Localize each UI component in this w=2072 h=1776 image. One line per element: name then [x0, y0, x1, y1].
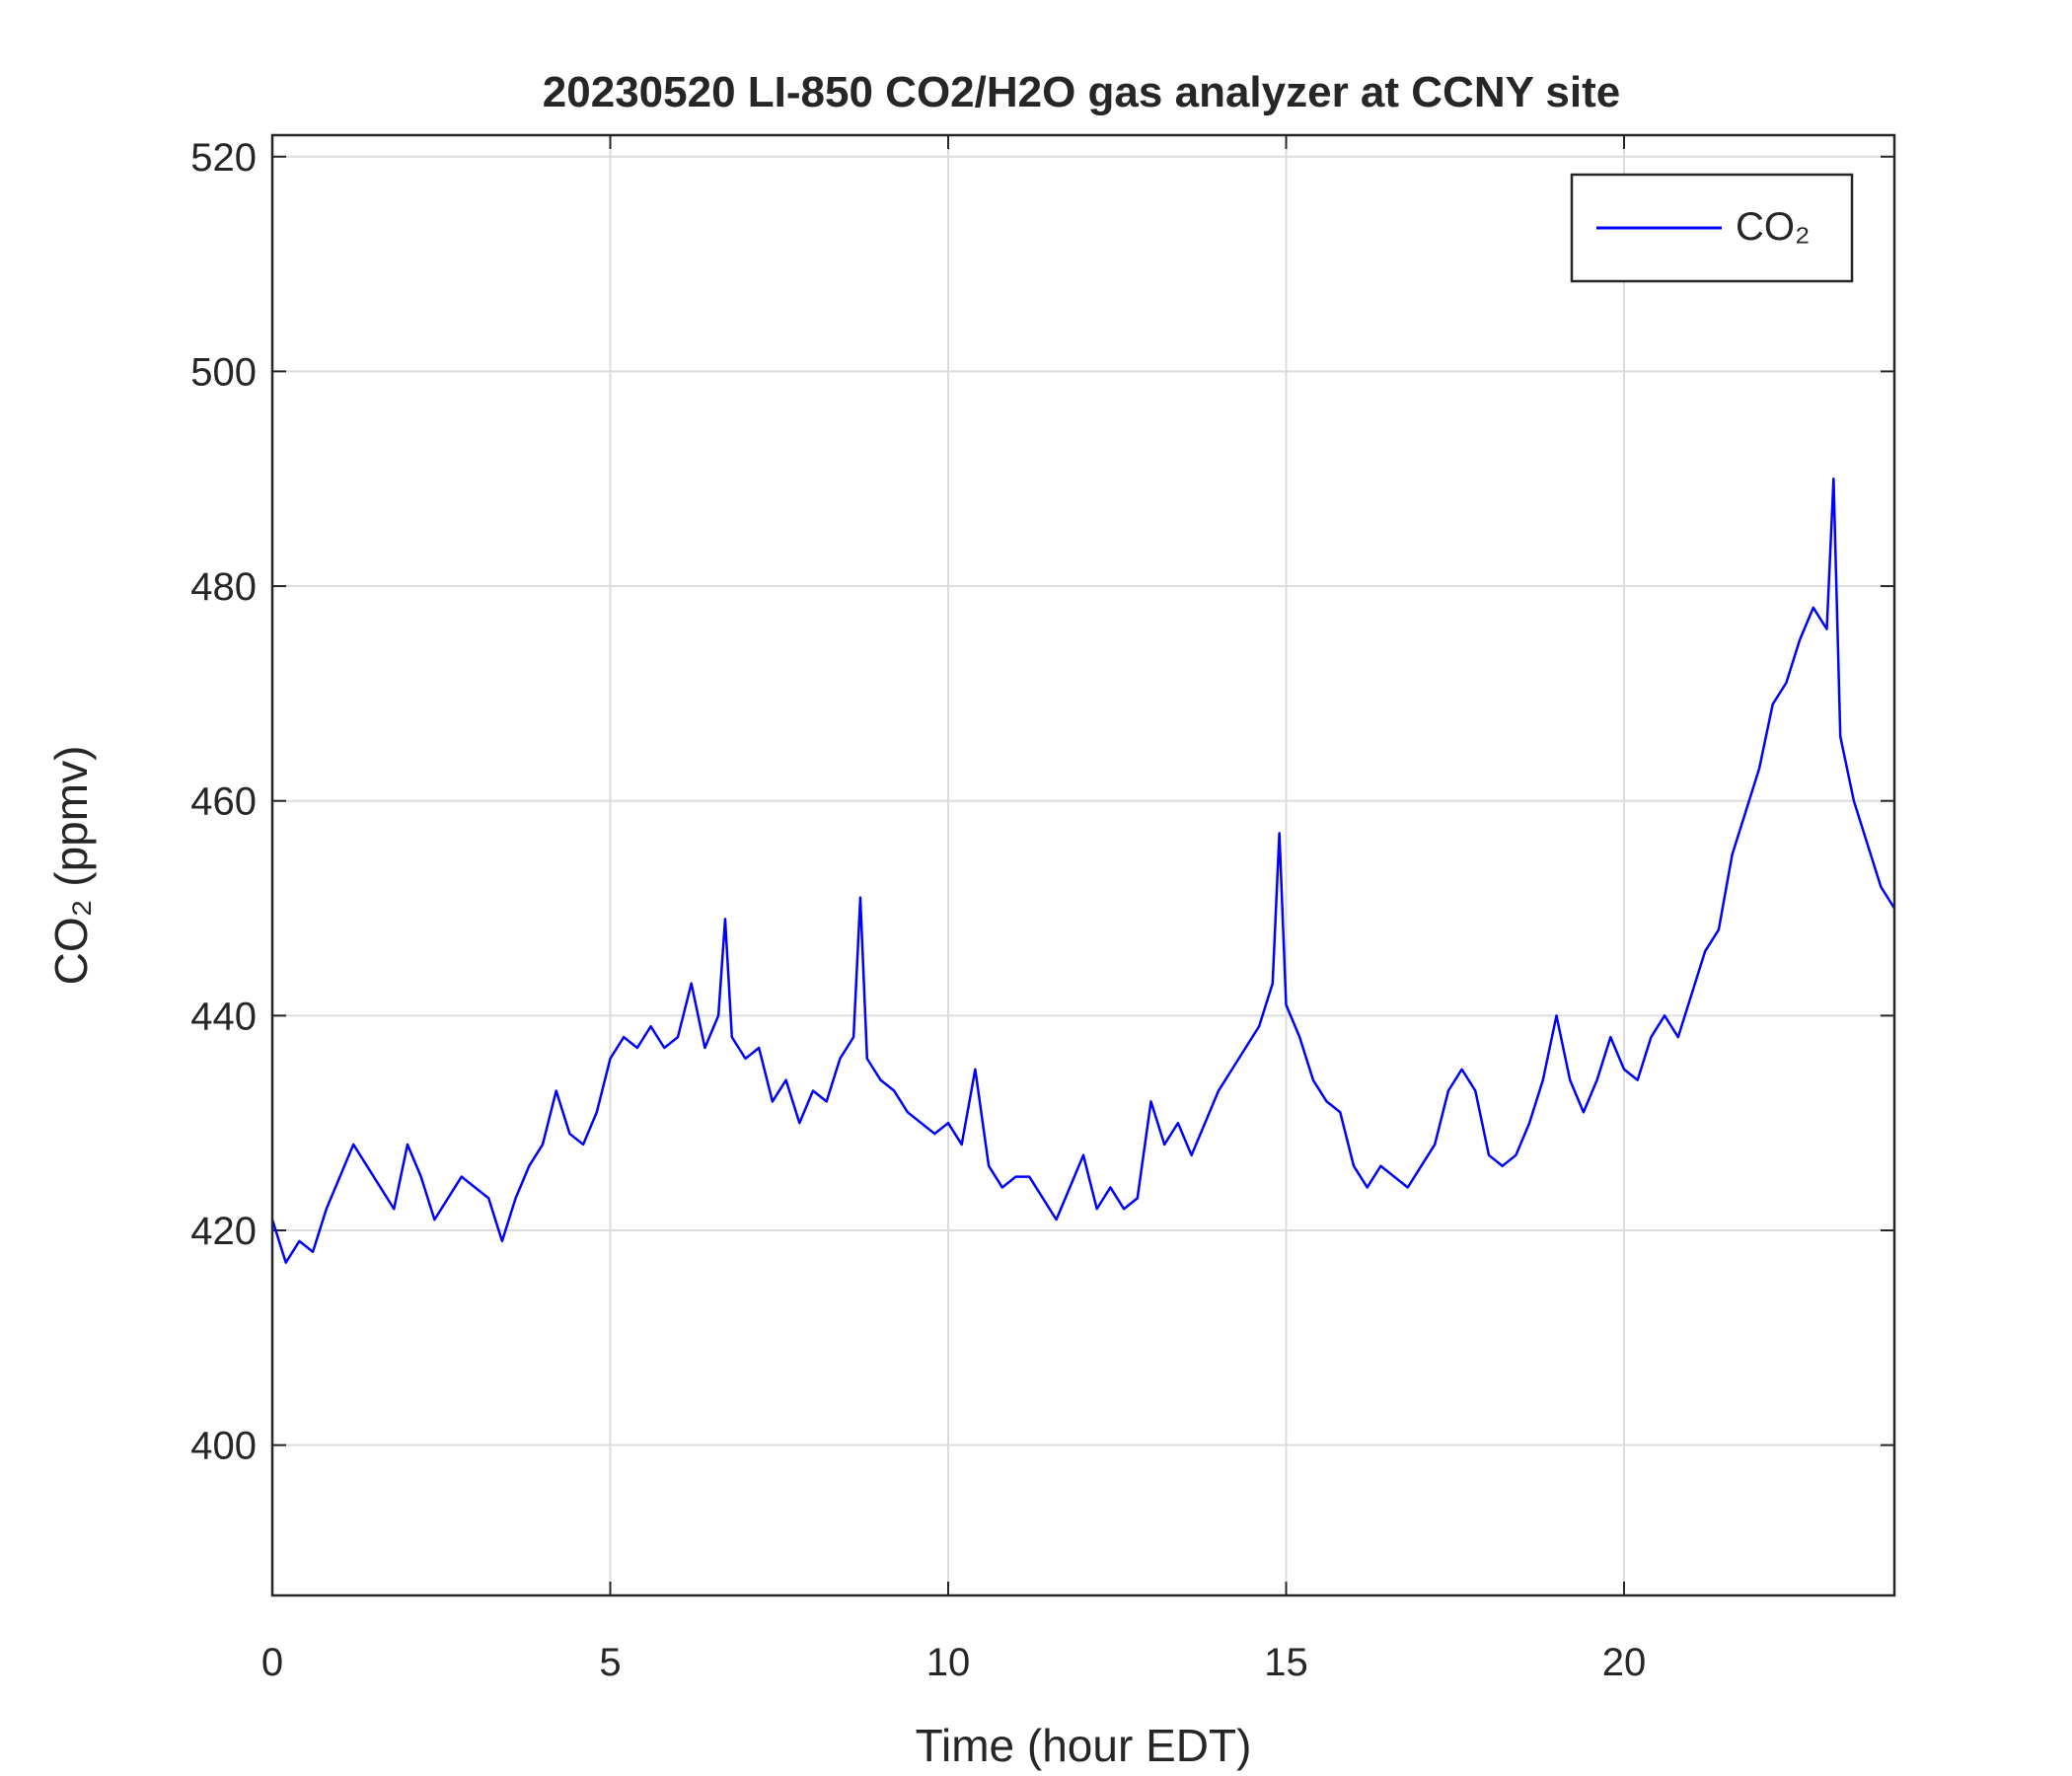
y-tick-label: 420 — [190, 1210, 257, 1253]
y-tick-label: 440 — [190, 995, 257, 1038]
y-tick-label: 460 — [190, 780, 257, 824]
x-tick-label: 10 — [926, 1641, 971, 1684]
data-line — [270, 477, 1896, 1264]
y-tick-label: 400 — [190, 1425, 257, 1468]
x-tick-label: 0 — [261, 1641, 283, 1684]
y-tick-label: 520 — [190, 136, 257, 180]
chart-title: 20230520 LI-850 CO2/H2O gas analyzer at … — [543, 68, 1620, 116]
x-axis-label: Time (hour EDT) — [916, 1720, 1252, 1771]
y-axis-label: CO₂ (ppmv) — [45, 746, 97, 986]
legend-label: CO₂ — [1736, 205, 1811, 249]
x-tick-label: 20 — [1602, 1641, 1647, 1684]
y-tick-label: 480 — [190, 565, 257, 609]
x-tick-label: 5 — [599, 1641, 621, 1684]
x-tick-label: 15 — [1264, 1641, 1308, 1684]
plot-frame — [270, 133, 1896, 1597]
y-tick-label: 500 — [190, 350, 257, 394]
